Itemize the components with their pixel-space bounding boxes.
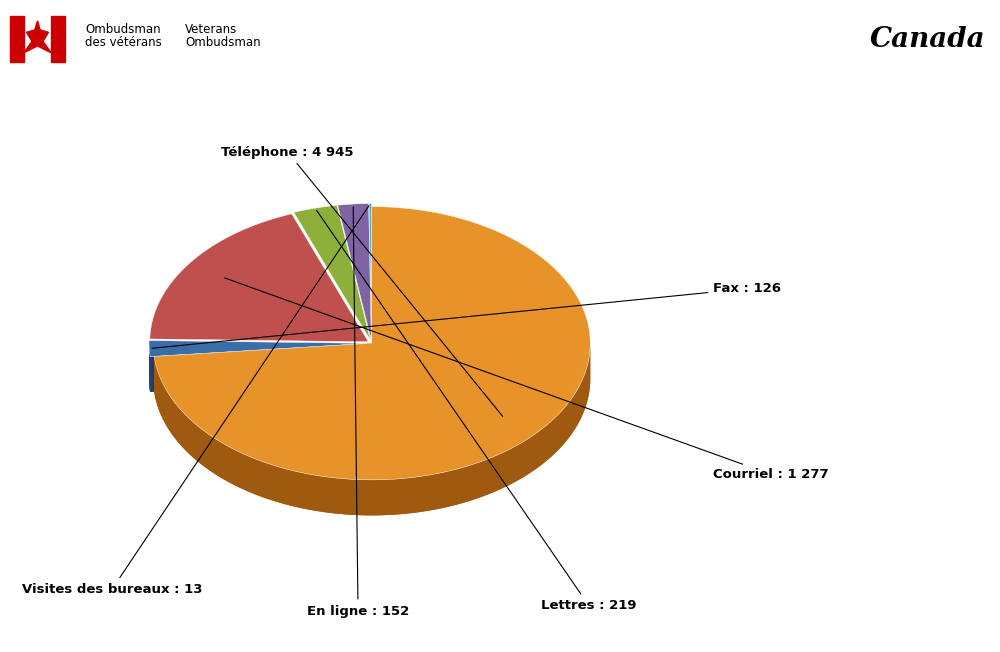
Text: Lettres : 219: Lettres : 219 <box>317 211 637 612</box>
Polygon shape <box>338 203 371 340</box>
Polygon shape <box>294 205 370 340</box>
Text: En ligne : 152: En ligne : 152 <box>307 207 409 617</box>
Polygon shape <box>154 207 590 480</box>
Polygon shape <box>149 344 150 392</box>
Text: Visites des bureaux : 13: Visites des bureaux : 13 <box>22 206 369 596</box>
Text: Veterans: Veterans <box>185 23 237 36</box>
Polygon shape <box>149 340 368 357</box>
Text: Courriel : 1 277: Courriel : 1 277 <box>225 278 829 481</box>
Text: Fax : 126: Fax : 126 <box>152 282 781 348</box>
Polygon shape <box>369 203 372 340</box>
Text: Ombudsman: Ombudsman <box>185 36 261 49</box>
Polygon shape <box>154 344 590 515</box>
Text: des vétérans: des vétérans <box>85 36 162 49</box>
Polygon shape <box>150 344 368 392</box>
Polygon shape <box>154 344 590 515</box>
Text: Téléphone : 4 945: Téléphone : 4 945 <box>221 145 503 417</box>
Text: Ombudsman: Ombudsman <box>85 23 161 36</box>
Text: Canada: Canada <box>870 26 986 53</box>
Polygon shape <box>149 344 150 392</box>
Polygon shape <box>150 214 368 342</box>
Polygon shape <box>24 21 51 53</box>
Polygon shape <box>154 343 372 392</box>
